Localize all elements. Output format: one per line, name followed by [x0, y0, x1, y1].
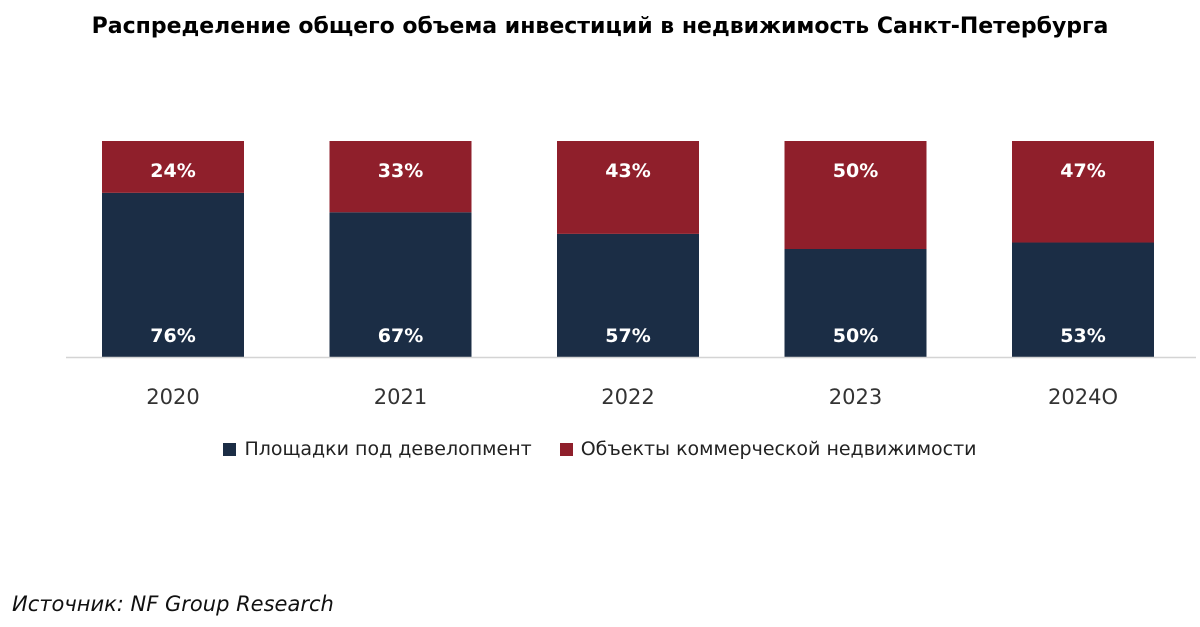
x-tick-label-2024О: 2024О — [1048, 385, 1118, 409]
bar-commercial-2023 — [784, 141, 927, 249]
x-tick-label-2021: 2021 — [374, 385, 427, 409]
bar-commercial-2024О — [1012, 141, 1154, 243]
legend-swatch-commercial — [559, 442, 573, 456]
bar-commercial-2022 — [557, 141, 699, 234]
bar-development-2023 — [784, 249, 927, 357]
data-label-commercial-2021: 33% — [378, 160, 423, 182]
data-label-development-2020: 76% — [150, 325, 195, 347]
legend-item-commercial: Объекты коммерческой недвижимости — [559, 438, 977, 460]
chart-title: Распределение общего объема инвестиций в… — [91, 14, 1109, 39]
source-note: Источник: NF Group Research — [12, 592, 334, 616]
bar-development-2024О — [1012, 242, 1154, 357]
legend-swatch-development — [223, 442, 237, 456]
data-label-development-2022: 57% — [605, 325, 650, 347]
data-label-development-2024О: 53% — [1060, 325, 1105, 347]
data-label-development-2021: 67% — [378, 325, 423, 347]
data-label-commercial-2024О: 47% — [1060, 160, 1105, 182]
x-tick-label-2023: 2023 — [829, 385, 882, 409]
bar-commercial-2020 — [102, 141, 244, 193]
bar-commercial-2021 — [329, 141, 472, 213]
bar-development-2021 — [329, 212, 472, 357]
data-label-commercial-2023: 50% — [833, 160, 878, 182]
data-label-commercial-2020: 24% — [150, 160, 195, 182]
legend-label-development: Площадки под девелопмент — [244, 438, 532, 460]
data-label-commercial-2022: 43% — [605, 160, 650, 182]
legend-item-development: Площадки под девелопмент — [223, 438, 532, 460]
x-tick-label-2020: 2020 — [146, 385, 199, 409]
legend: Площадки под девелопмент Объекты коммерч… — [0, 438, 1200, 460]
x-tick-label-2022: 2022 — [601, 385, 654, 409]
legend-label-commercial: Объекты коммерческой недвижимости — [580, 438, 977, 460]
data-label-development-2023: 50% — [833, 325, 878, 347]
bar-development-2022 — [557, 233, 699, 357]
bar-development-2020 — [102, 192, 244, 357]
